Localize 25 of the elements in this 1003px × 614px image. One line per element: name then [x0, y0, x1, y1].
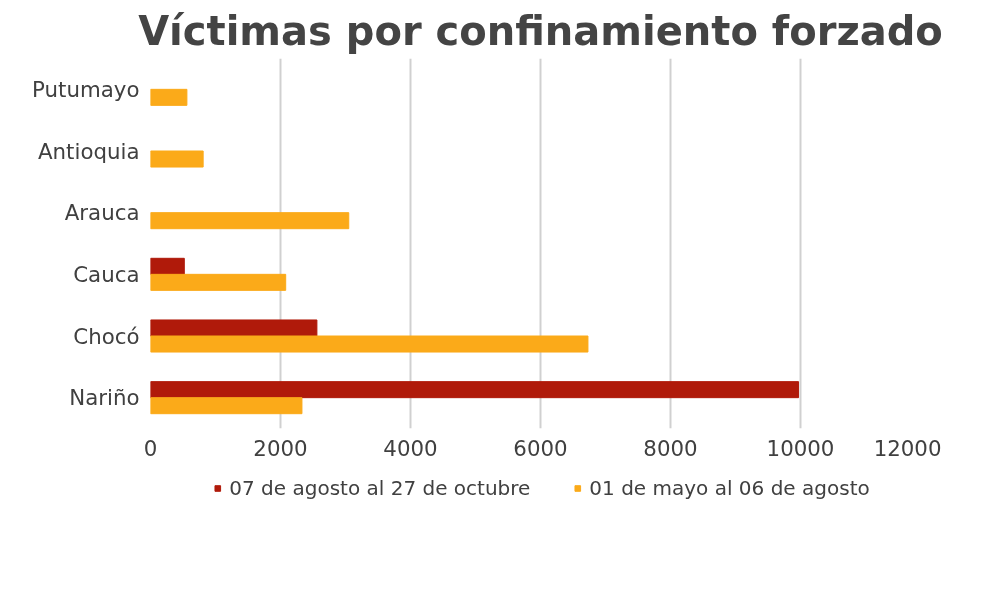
bar [150, 88, 188, 106]
bar [150, 397, 303, 415]
y-tick-label: Antioquia [38, 138, 140, 164]
bar [150, 381, 800, 399]
bar [150, 257, 185, 275]
x-tick-label: 6000 [513, 435, 568, 461]
bar [150, 335, 589, 353]
x-tick-label: 12000 [873, 435, 942, 461]
y-tick-label: Arauca [64, 200, 140, 226]
bar [150, 273, 287, 291]
bar [150, 212, 350, 230]
bar [150, 319, 318, 337]
y-tick-label: Putumayo [32, 76, 140, 102]
chart-title: Víctimas por confinamiento forzado [138, 7, 943, 54]
legend-label: 07 de agosto al 27 de octubre [229, 476, 531, 500]
x-tick-label: 2000 [253, 435, 308, 461]
legend-label: 01 de mayo al 06 de agosto [589, 476, 870, 500]
y-tick-label: Nariño [69, 385, 140, 411]
y-tick-label: Cauca [73, 261, 140, 287]
y-tick-label: Chocó [73, 323, 140, 349]
x-tick-label: 0 [143, 435, 158, 461]
x-tick-label: 4000 [383, 435, 438, 461]
bar [150, 150, 204, 168]
x-tick-label: 8000 [643, 435, 698, 461]
x-tick-label: 10000 [766, 435, 835, 461]
